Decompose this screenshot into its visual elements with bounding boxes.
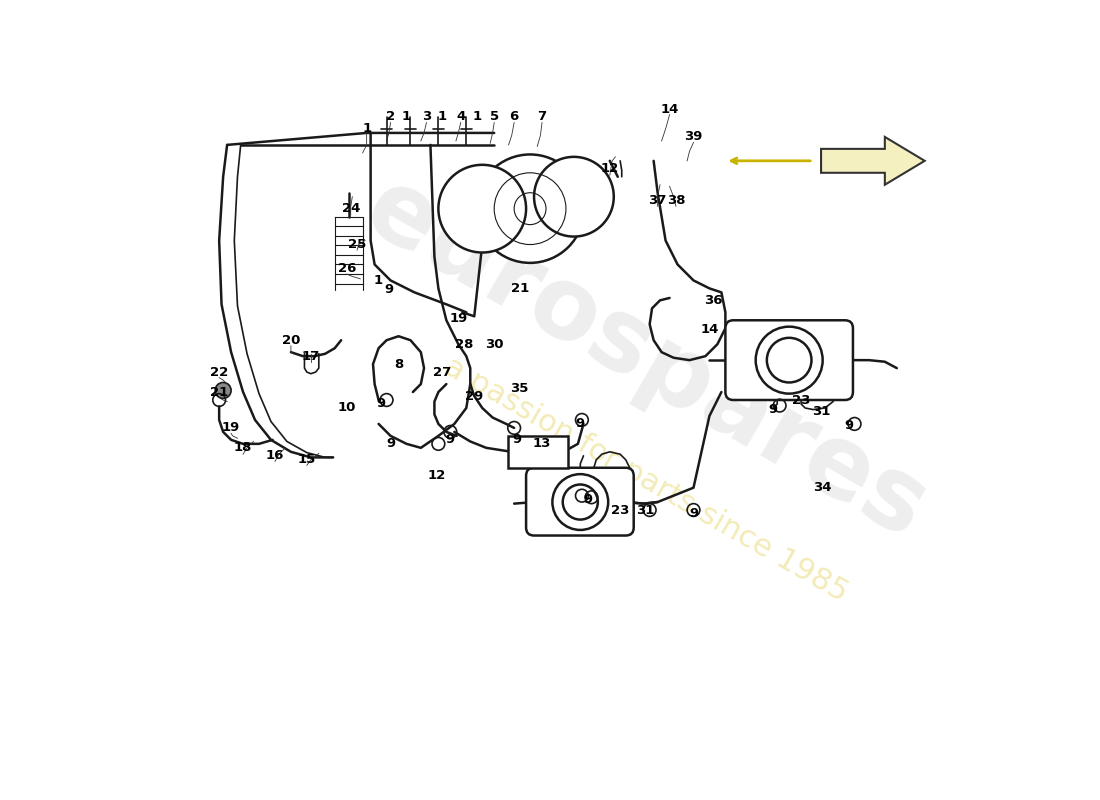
Text: 3: 3 — [421, 110, 431, 123]
Text: 21: 21 — [210, 386, 229, 398]
Text: a passion for parts since 1985: a passion for parts since 1985 — [439, 352, 852, 607]
Polygon shape — [821, 137, 925, 185]
Text: 18: 18 — [234, 442, 252, 454]
Text: 16: 16 — [266, 450, 284, 462]
Circle shape — [439, 165, 526, 253]
FancyBboxPatch shape — [526, 468, 634, 535]
Text: 26: 26 — [338, 262, 356, 275]
Text: 38: 38 — [667, 194, 685, 207]
FancyBboxPatch shape — [508, 436, 568, 468]
Circle shape — [552, 474, 608, 530]
Text: 35: 35 — [510, 382, 529, 394]
Text: 9: 9 — [689, 506, 698, 520]
Text: 1: 1 — [374, 274, 383, 287]
Text: 9: 9 — [384, 283, 394, 297]
Text: 28: 28 — [454, 338, 473, 350]
Text: 34: 34 — [813, 481, 832, 494]
Text: 29: 29 — [465, 390, 483, 402]
Text: 9: 9 — [575, 418, 585, 430]
Text: 9: 9 — [769, 403, 778, 416]
FancyBboxPatch shape — [725, 320, 852, 400]
Text: 9: 9 — [376, 398, 386, 410]
Text: 7: 7 — [538, 110, 547, 123]
Circle shape — [535, 157, 614, 237]
Text: 37: 37 — [648, 194, 667, 207]
Text: 21: 21 — [510, 282, 529, 295]
Text: 27: 27 — [433, 366, 451, 378]
Text: 5: 5 — [490, 110, 498, 123]
Text: 9: 9 — [584, 493, 593, 506]
Text: 9: 9 — [386, 438, 395, 450]
Text: 31: 31 — [637, 503, 654, 517]
Text: 2: 2 — [386, 110, 395, 123]
Circle shape — [767, 338, 812, 382]
Text: 10: 10 — [338, 402, 356, 414]
Text: 9: 9 — [512, 434, 521, 446]
Text: 39: 39 — [684, 130, 703, 143]
Text: 30: 30 — [485, 338, 504, 350]
Text: 1: 1 — [438, 110, 447, 123]
Circle shape — [216, 382, 231, 398]
Text: 31: 31 — [812, 406, 830, 418]
Text: 6: 6 — [509, 110, 519, 123]
Text: 19: 19 — [222, 422, 240, 434]
Text: 12: 12 — [428, 470, 446, 482]
Text: eurospares: eurospares — [348, 160, 944, 560]
Text: 4: 4 — [456, 110, 465, 123]
Text: 14: 14 — [660, 102, 679, 115]
Text: 1: 1 — [362, 122, 371, 135]
Text: 8: 8 — [394, 358, 404, 370]
Text: 14: 14 — [701, 323, 718, 336]
Text: 9: 9 — [845, 419, 854, 432]
Circle shape — [476, 154, 584, 263]
Text: 23: 23 — [792, 394, 811, 406]
Text: 13: 13 — [532, 438, 551, 450]
Text: 15: 15 — [298, 454, 316, 466]
Text: 24: 24 — [341, 202, 360, 215]
Text: 1: 1 — [472, 110, 481, 123]
Text: 25: 25 — [348, 238, 366, 251]
Text: 23: 23 — [610, 503, 629, 517]
Text: 19: 19 — [449, 312, 468, 325]
Text: 20: 20 — [282, 334, 300, 346]
Circle shape — [756, 326, 823, 394]
Text: 22: 22 — [210, 366, 229, 378]
Circle shape — [563, 485, 597, 519]
Text: 9: 9 — [446, 434, 455, 446]
Text: 36: 36 — [704, 294, 723, 307]
Text: 1: 1 — [402, 110, 411, 123]
Text: 17: 17 — [301, 350, 320, 362]
Text: 12: 12 — [601, 162, 619, 175]
